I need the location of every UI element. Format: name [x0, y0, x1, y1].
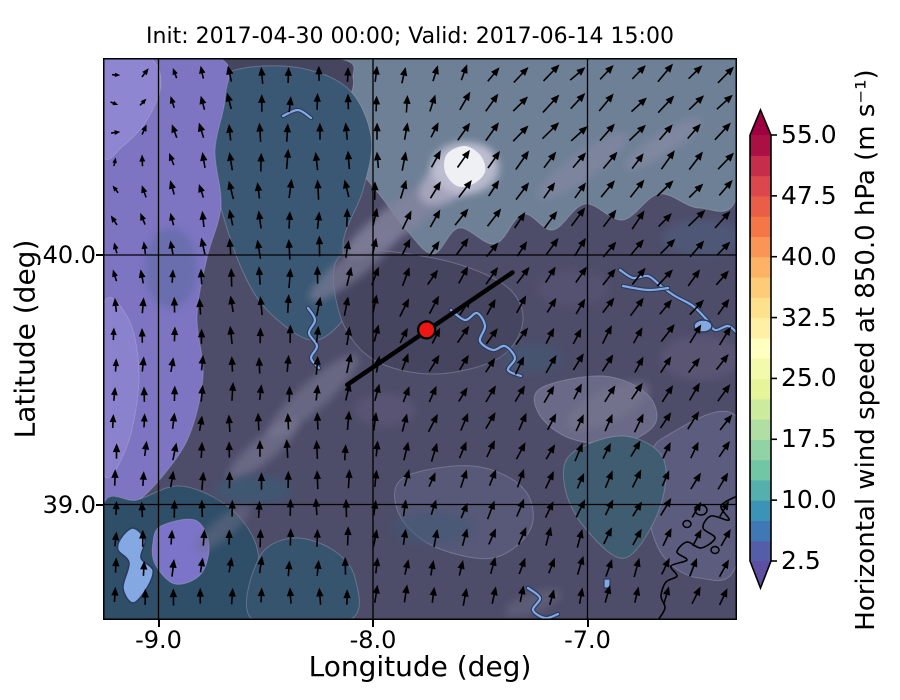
- terrain-ridge: [537, 132, 629, 200]
- y-tick-label: 39.0: [42, 490, 96, 519]
- colorbar-band: [750, 216, 771, 238]
- tick-mark: [157, 620, 160, 627]
- river: [306, 306, 321, 370]
- colorbar-band: [750, 378, 771, 400]
- location-marker: [417, 320, 437, 340]
- colorbar-band: [750, 479, 771, 501]
- colorbar-band: [750, 277, 771, 298]
- colorbar-band: [750, 540, 771, 562]
- colorbar-band: [750, 358, 771, 380]
- terrain-ridge: [504, 589, 562, 617]
- terrain-ridge: [267, 354, 359, 438]
- colorbar-band: [750, 520, 771, 542]
- map-plot: [103, 58, 737, 620]
- colorbar-over-arrow: [750, 110, 771, 135]
- colorbar-tick-label: 40.0: [781, 241, 837, 271]
- colorbar-band: [750, 500, 771, 522]
- colorbar-tick-label: 10.0: [781, 485, 837, 515]
- tick-mark: [372, 620, 374, 627]
- contour-region-teal-right: [562, 435, 667, 559]
- country-border-loop: [682, 519, 692, 529]
- colorbar-tick-label: 47.5: [781, 180, 837, 210]
- tick-mark: [586, 620, 589, 627]
- river: [618, 268, 737, 335]
- tick-mark: [96, 254, 103, 256]
- country-border: [657, 495, 737, 620]
- terrain-ridge: [195, 504, 251, 552]
- colorbar-band: [750, 439, 771, 461]
- map-content: [103, 58, 737, 620]
- colorbar-band: [750, 155, 771, 177]
- colorbar-band: [750, 398, 771, 420]
- river: [449, 308, 523, 378]
- colorbar-band: [750, 459, 771, 481]
- summit-cap: [444, 145, 486, 187]
- river: [281, 108, 313, 120]
- terrain-ridge: [355, 394, 415, 426]
- wind-arrows: [109, 63, 735, 606]
- country-border-loop: [694, 504, 708, 516]
- terrain-ridge: [661, 336, 737, 380]
- colorbar-band: [750, 256, 771, 278]
- colorbar-tick-label: 25.0: [781, 363, 837, 393]
- colorbar-band: [750, 337, 771, 359]
- colorbar-tick-label: 17.5: [781, 424, 837, 454]
- contour-region-dark-center: [332, 249, 524, 375]
- terrain-ridge: [308, 230, 398, 302]
- plot-frame: [103, 58, 737, 620]
- x-tick-label: -7.0: [564, 626, 611, 654]
- colorbar-band: [750, 175, 771, 197]
- colorbar-tick-label: 2.5: [781, 546, 821, 575]
- colorbar: [749, 107, 777, 591]
- river: [526, 586, 560, 620]
- y-tick-label: 40.0: [42, 241, 96, 269]
- terrain-ridge: [624, 118, 702, 170]
- colorbar-under-arrow: [750, 561, 771, 588]
- x-axis-label: Longitude (deg): [308, 650, 532, 683]
- contour-region-teal-bottom-mid: [245, 537, 360, 620]
- colorbar-band: [750, 297, 771, 319]
- terrain-ridge: [537, 270, 609, 306]
- contour-region-purple-bottom-patch: [151, 518, 210, 585]
- terrain-ridge: [227, 419, 299, 481]
- country-border-loop: [710, 545, 720, 555]
- terrain-ridge: [145, 228, 197, 308]
- x-tick-label: -8.0: [349, 626, 397, 654]
- colorbar-band: [750, 317, 771, 339]
- contour-region-periwinkle-strip: [103, 296, 140, 479]
- river: [621, 284, 670, 292]
- colorbar-tick-label: 32.5: [781, 302, 837, 332]
- terrain-ridge: [503, 344, 563, 372]
- terrain-ridge: [215, 476, 291, 504]
- colorbar-band: [750, 135, 771, 156]
- terrain-ridge: [663, 220, 737, 256]
- x-tick-label: -9.0: [135, 626, 182, 654]
- colorbar-band: [750, 236, 771, 258]
- plot-title: Init: 2017-04-30 00:00; Valid: 2017-06-1…: [146, 24, 674, 49]
- colorbar-tick-label: 55.0: [781, 120, 837, 149]
- terrain-ridge: [393, 512, 473, 544]
- colorbar-band: [750, 195, 771, 217]
- colorbar-band: [750, 419, 771, 440]
- tick-mark: [96, 503, 103, 506]
- reservoir-dot: [603, 578, 611, 589]
